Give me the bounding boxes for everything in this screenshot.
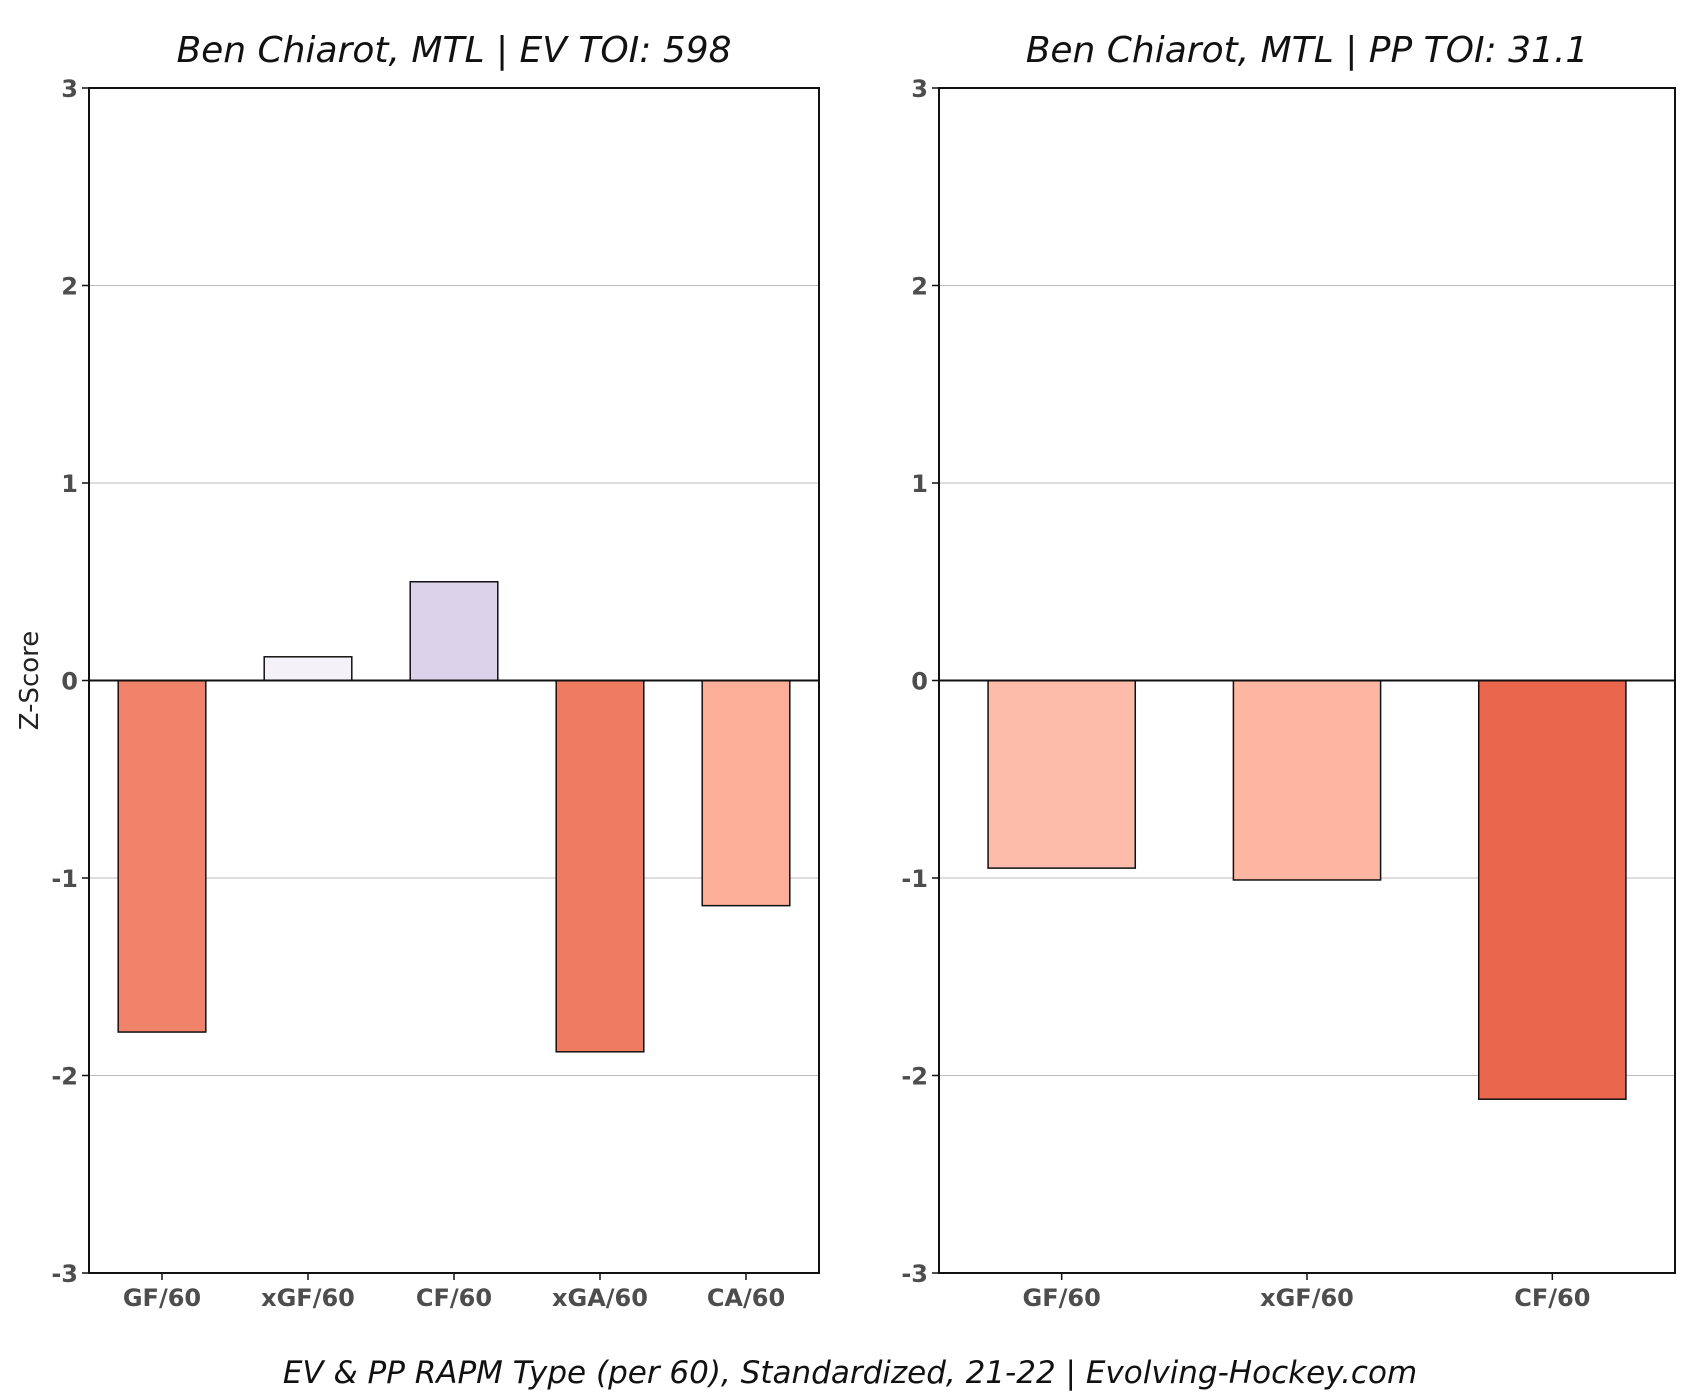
pp-y-tick-label: -2 xyxy=(901,1063,928,1091)
ev-y-tick-label: 0 xyxy=(61,668,78,696)
pp-y-tick-label: 0 xyxy=(911,668,928,696)
pp-x-tick-label: GF/60 xyxy=(1023,1284,1101,1312)
pp-y-tick-label: -3 xyxy=(901,1260,928,1288)
pp-bar-gf-60 xyxy=(987,679,1137,869)
ev-y-tick-label: 3 xyxy=(61,75,78,103)
ev-y-axis-label: Z-Score xyxy=(15,631,45,731)
ev-y-tick-label: -3 xyxy=(51,1260,78,1288)
pp-y-tick-label: 2 xyxy=(911,273,928,301)
pp-y-tick-label: -1 xyxy=(901,865,928,893)
pp-x-tick-label: CF/60 xyxy=(1514,1284,1590,1312)
ev-y-tick-label: -1 xyxy=(51,865,78,893)
ev-rapm-panel: -3 -2 -1 0 1 2 3 GF/60 xGF/60 CF/60 xGA/60 CA/60 Ben… xyxy=(15,30,820,1312)
ev-bar-cf-60 xyxy=(409,581,499,682)
ev-y-tick-label: -2 xyxy=(51,1063,78,1091)
pp-rapm-panel: -3 -2 -1 0 1 2 3 GF/60 xGF/60 CF/60 Ben Chiarot, M… xyxy=(901,30,1676,1312)
ev-x-tick-label: CF/60 xyxy=(416,1284,492,1312)
pp-x-tick-label: xGF/60 xyxy=(1260,1284,1354,1312)
ev-y-tick-label: 2 xyxy=(61,273,78,301)
pp-bar-xgf-60 xyxy=(1232,679,1382,881)
ev-x-tick-label: xGA/60 xyxy=(552,1284,648,1312)
ev-bar-ca-60 xyxy=(701,679,791,907)
figure-caption: EV & PP RAPM Type (per 60), Standardized… xyxy=(283,1355,1417,1391)
ev-x-tick-label: GF/60 xyxy=(123,1284,201,1312)
pp-panel-title: Ben Chiarot, MTL | PP TOI: 31.1 xyxy=(1026,30,1589,71)
ev-bar-xga-60 xyxy=(555,679,645,1053)
ev-y-tick-label: 1 xyxy=(61,470,78,498)
ev-bar-xgf-60 xyxy=(263,656,353,682)
pp-y-tick-label: 3 xyxy=(911,75,928,103)
pp-bar-cf-60 xyxy=(1477,679,1627,1100)
ev-x-tick-label: xGF/60 xyxy=(261,1284,355,1312)
ev-bar-gf-60 xyxy=(117,679,207,1033)
ev-panel-title: Ben Chiarot, MTL | EV TOI: 598 xyxy=(176,30,731,71)
pp-y-tick-label: 1 xyxy=(911,470,928,498)
ev-x-tick-label: CA/60 xyxy=(707,1284,785,1312)
